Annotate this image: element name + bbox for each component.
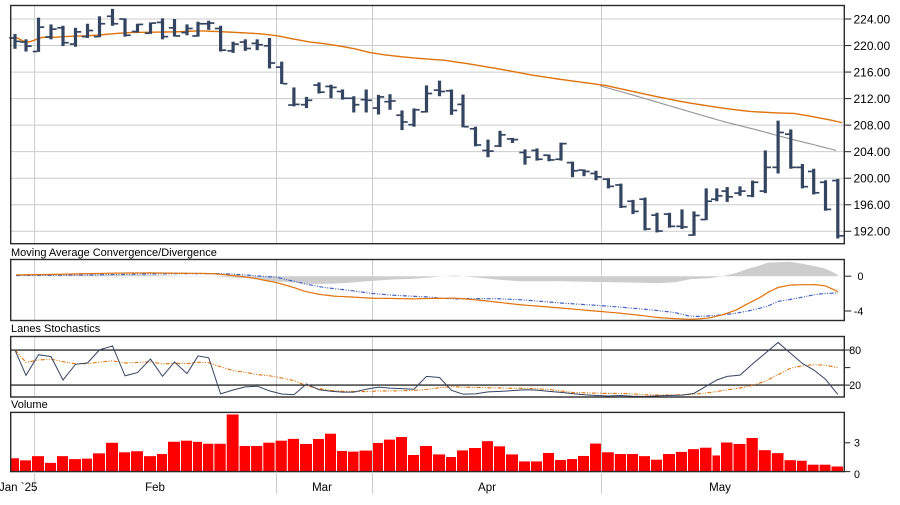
svg-text:Apr: Apr <box>478 482 496 494</box>
svg-text:Mar: Mar <box>312 482 332 494</box>
svg-text:204.00: 204.00 <box>854 145 891 159</box>
svg-text:20: 20 <box>849 380 861 392</box>
svg-text:Moving Average Convergence/Div: Moving Average Convergence/Divergence <box>11 247 217 259</box>
svg-text:0: 0 <box>858 271 864 283</box>
svg-text:208.00: 208.00 <box>854 118 891 132</box>
svg-text:196.00: 196.00 <box>854 198 891 212</box>
svg-text:Volume: Volume <box>11 399 48 411</box>
svg-text:-4: -4 <box>854 306 864 318</box>
svg-text:200.00: 200.00 <box>854 172 891 186</box>
svg-text:192.00: 192.00 <box>854 225 891 239</box>
svg-text:220.00: 220.00 <box>854 39 891 53</box>
svg-text:Feb: Feb <box>145 482 165 494</box>
svg-text:212.00: 212.00 <box>854 92 891 106</box>
svg-text:216.00: 216.00 <box>854 65 891 79</box>
svg-text:80: 80 <box>849 345 861 357</box>
svg-text:Jan `25: Jan `25 <box>0 482 37 494</box>
svg-text:3: 3 <box>854 438 860 450</box>
svg-text:0: 0 <box>854 469 860 481</box>
svg-text:Lanes Stochastics: Lanes Stochastics <box>11 323 101 335</box>
svg-text:May: May <box>709 482 731 494</box>
svg-text:224.00: 224.00 <box>854 12 891 26</box>
